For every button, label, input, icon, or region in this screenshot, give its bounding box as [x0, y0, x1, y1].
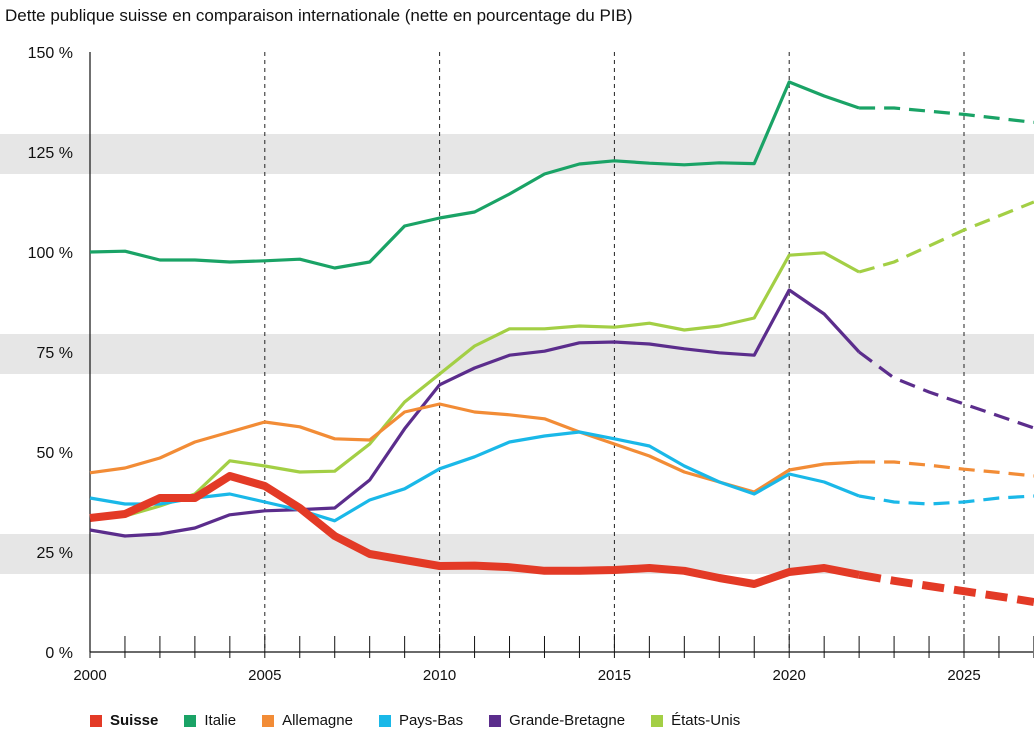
y-tick-label: 150 % — [28, 45, 73, 62]
gridlines — [264, 52, 965, 652]
y-tick-label: 50 % — [37, 445, 73, 462]
series-line-etats-unis — [124, 251, 860, 518]
y-tick-label: 100 % — [28, 245, 73, 262]
y-tick-label: 0 % — [45, 645, 73, 662]
legend-swatch — [262, 714, 275, 727]
legend: Suisse Italie Allemagne Pays-Bas Grande-… — [90, 712, 766, 729]
legend-item-italie: Italie — [184, 712, 236, 729]
series-forecast-suisse — [858, 570, 1034, 606]
axes: 2000 2005 2010 2015 2020 2025 0 % 25 % 50 % 75 % 1… — [28, 45, 1034, 684]
legend-swatch — [378, 714, 391, 727]
series-forecast-italie — [859, 106, 1034, 124]
series-line-pays-bas — [89, 430, 860, 523]
x-tick-label: 2000 — [73, 667, 106, 684]
legend-label: Grande-Bretagne — [509, 712, 626, 729]
x-tick-label: 2015 — [598, 667, 631, 684]
x-tick-label: 2020 — [773, 667, 806, 684]
legend-swatch — [90, 714, 102, 727]
series-line-italie — [89, 80, 860, 270]
legend-item-suisse: Suisse — [90, 712, 158, 729]
series-line-grande-bretagne — [89, 288, 861, 538]
legend-item-etats-unis: États-Unis — [651, 712, 740, 729]
legend-label: Allemagne — [282, 712, 353, 729]
chart-area: 2000 2005 2010 2015 2020 2025 0 % 25 % 50 % 75 % 1… — [0, 45, 1034, 684]
band — [0, 134, 1034, 174]
legend-label: Suisse — [110, 712, 159, 729]
y-tick-label: 25 % — [37, 545, 73, 562]
legend-item-allemagne: Allemagne — [262, 712, 353, 729]
series-forecast-pays-bas — [858, 494, 1034, 506]
legend-swatch — [184, 714, 197, 727]
x-tick-label: 2025 — [947, 667, 980, 684]
y-tick-label: 125 % — [28, 145, 73, 162]
legend-item-pays-bas: Pays-Bas — [378, 712, 464, 729]
chart-title: Dette publique suisse en comparaison int… — [5, 6, 633, 25]
legend-item-grande-bretagne: Grande-Bretagne — [489, 712, 625, 729]
series-lines — [89, 80, 1034, 606]
x-tick-label: 2010 — [423, 667, 456, 684]
x-tick-label: 2005 — [248, 667, 281, 684]
series-forecast-allemagne — [859, 460, 1034, 478]
y-tick-label: 75 % — [37, 345, 73, 362]
series-line-allemagne — [89, 402, 860, 494]
series-forecast-grande-bretagne — [858, 350, 1034, 430]
legend-swatch — [489, 714, 502, 727]
legend-label: États-Unis — [671, 712, 741, 729]
legend-label: Italie — [204, 712, 237, 729]
legend-swatch — [651, 714, 664, 727]
series-forecast-etats-unis — [858, 200, 1034, 274]
series-line-suisse — [89, 472, 860, 588]
legend-label: Pays-Bas — [398, 712, 464, 729]
